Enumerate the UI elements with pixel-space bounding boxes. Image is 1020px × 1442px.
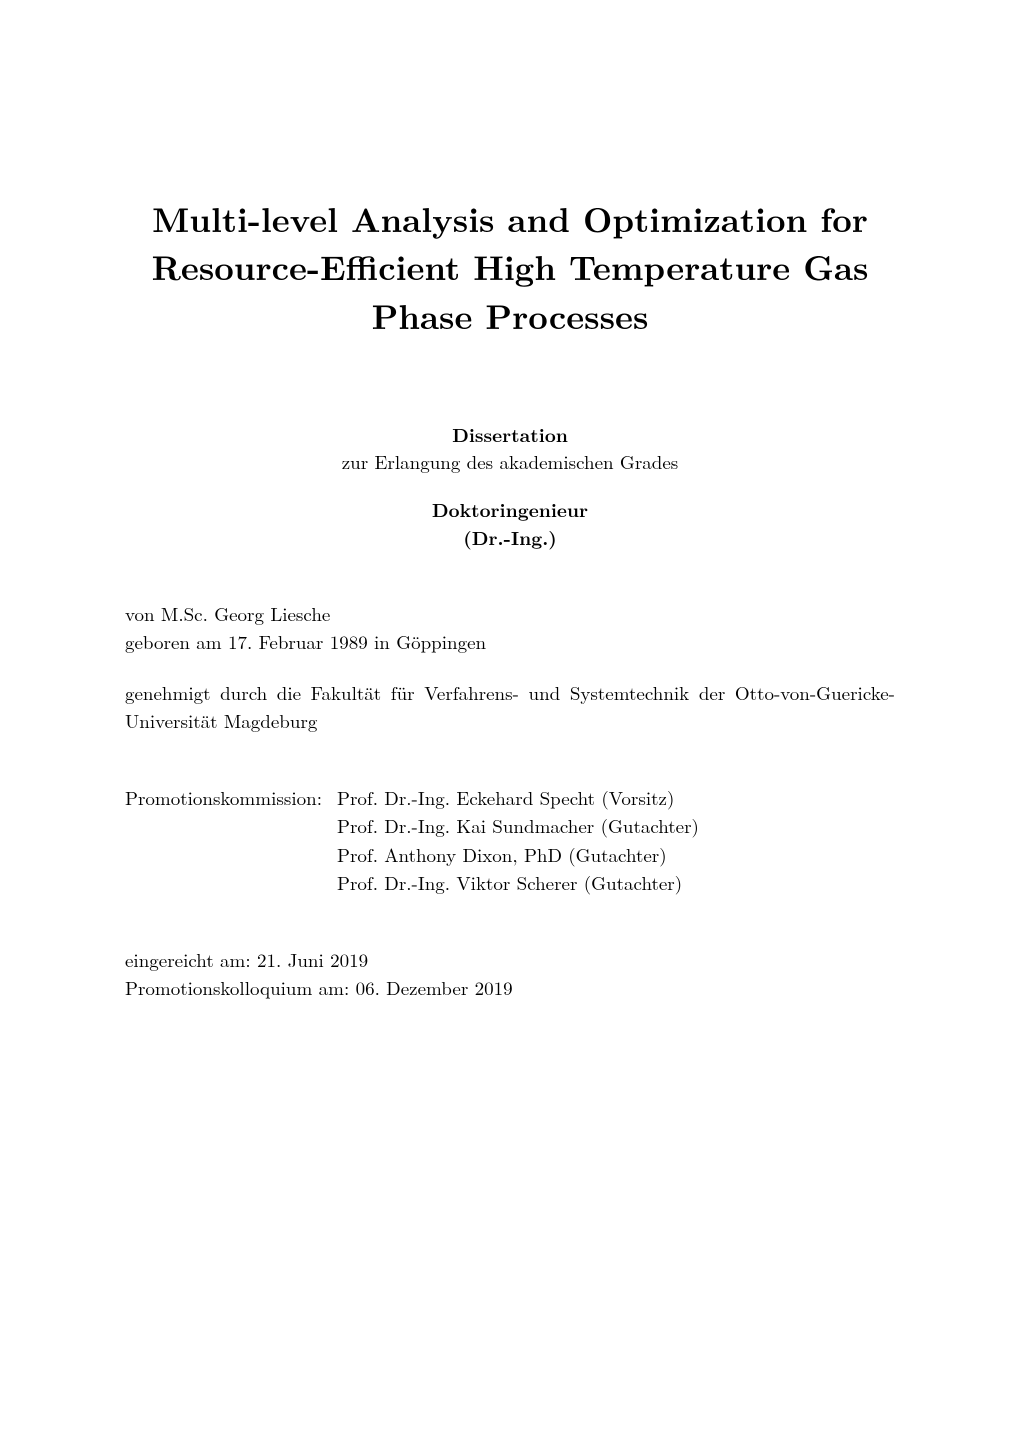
degree-name: Doktoringenieur bbox=[125, 495, 895, 524]
thesis-title: Multi-level Analysis and Optimization fo… bbox=[125, 195, 895, 340]
dissertation-block: Dissertation zur Erlangung des akademisc… bbox=[125, 420, 895, 477]
submission-date: eingereicht am: 21. Juni 2019 bbox=[125, 946, 895, 975]
degree-block: Doktoringenieur (Dr.-Ing.) bbox=[125, 495, 895, 552]
author-block: von M.Sc. Georg Liesche geboren am 17. F… bbox=[125, 600, 895, 657]
committee-member: Prof. Anthony Dixon, PhD (Gutachter) bbox=[337, 841, 667, 870]
title-line-3: Phase Processes bbox=[372, 291, 649, 340]
committee-member: Prof. Dr.-Ing. Eckehard Specht (Vorsitz) bbox=[337, 784, 674, 813]
committee-spacer bbox=[125, 841, 337, 870]
dissertation-heading: Dissertation bbox=[125, 420, 895, 449]
degree-abbrev: (Dr.-Ing.) bbox=[125, 523, 895, 552]
title-page: Multi-level Analysis and Optimization fo… bbox=[0, 0, 1020, 1442]
dates-block: eingereicht am: 21. Juni 2019 Promotions… bbox=[125, 946, 895, 1003]
faculty-approval: genehmigt durch die Fakultät für Verfahr… bbox=[125, 679, 895, 736]
title-line-2: Resource-Efficient High Temperature Gas bbox=[152, 242, 869, 291]
colloquium-date: Promotionskolloquium am: 06. Dezember 20… bbox=[125, 974, 895, 1003]
committee-member: Prof. Dr.-Ing. Kai Sundmacher (Gutachter… bbox=[337, 812, 699, 841]
dissertation-subline: zur Erlangung des akademischen Grades bbox=[125, 448, 895, 477]
committee-spacer bbox=[125, 812, 337, 841]
title-line-1: Multi-level Analysis and Optimization fo… bbox=[152, 194, 868, 243]
author-birth-line: geboren am 17. Februar 1989 in Göppingen bbox=[125, 628, 895, 657]
author-name-line: von M.Sc. Georg Liesche bbox=[125, 600, 895, 629]
committee-block: Promotionskommission: Prof. Dr.-Ing. Eck… bbox=[125, 784, 895, 898]
committee-spacer bbox=[125, 869, 337, 898]
committee-label: Promotionskommission: bbox=[125, 784, 337, 813]
committee-member: Prof. Dr.-Ing. Viktor Scherer (Gutachter… bbox=[337, 869, 682, 898]
